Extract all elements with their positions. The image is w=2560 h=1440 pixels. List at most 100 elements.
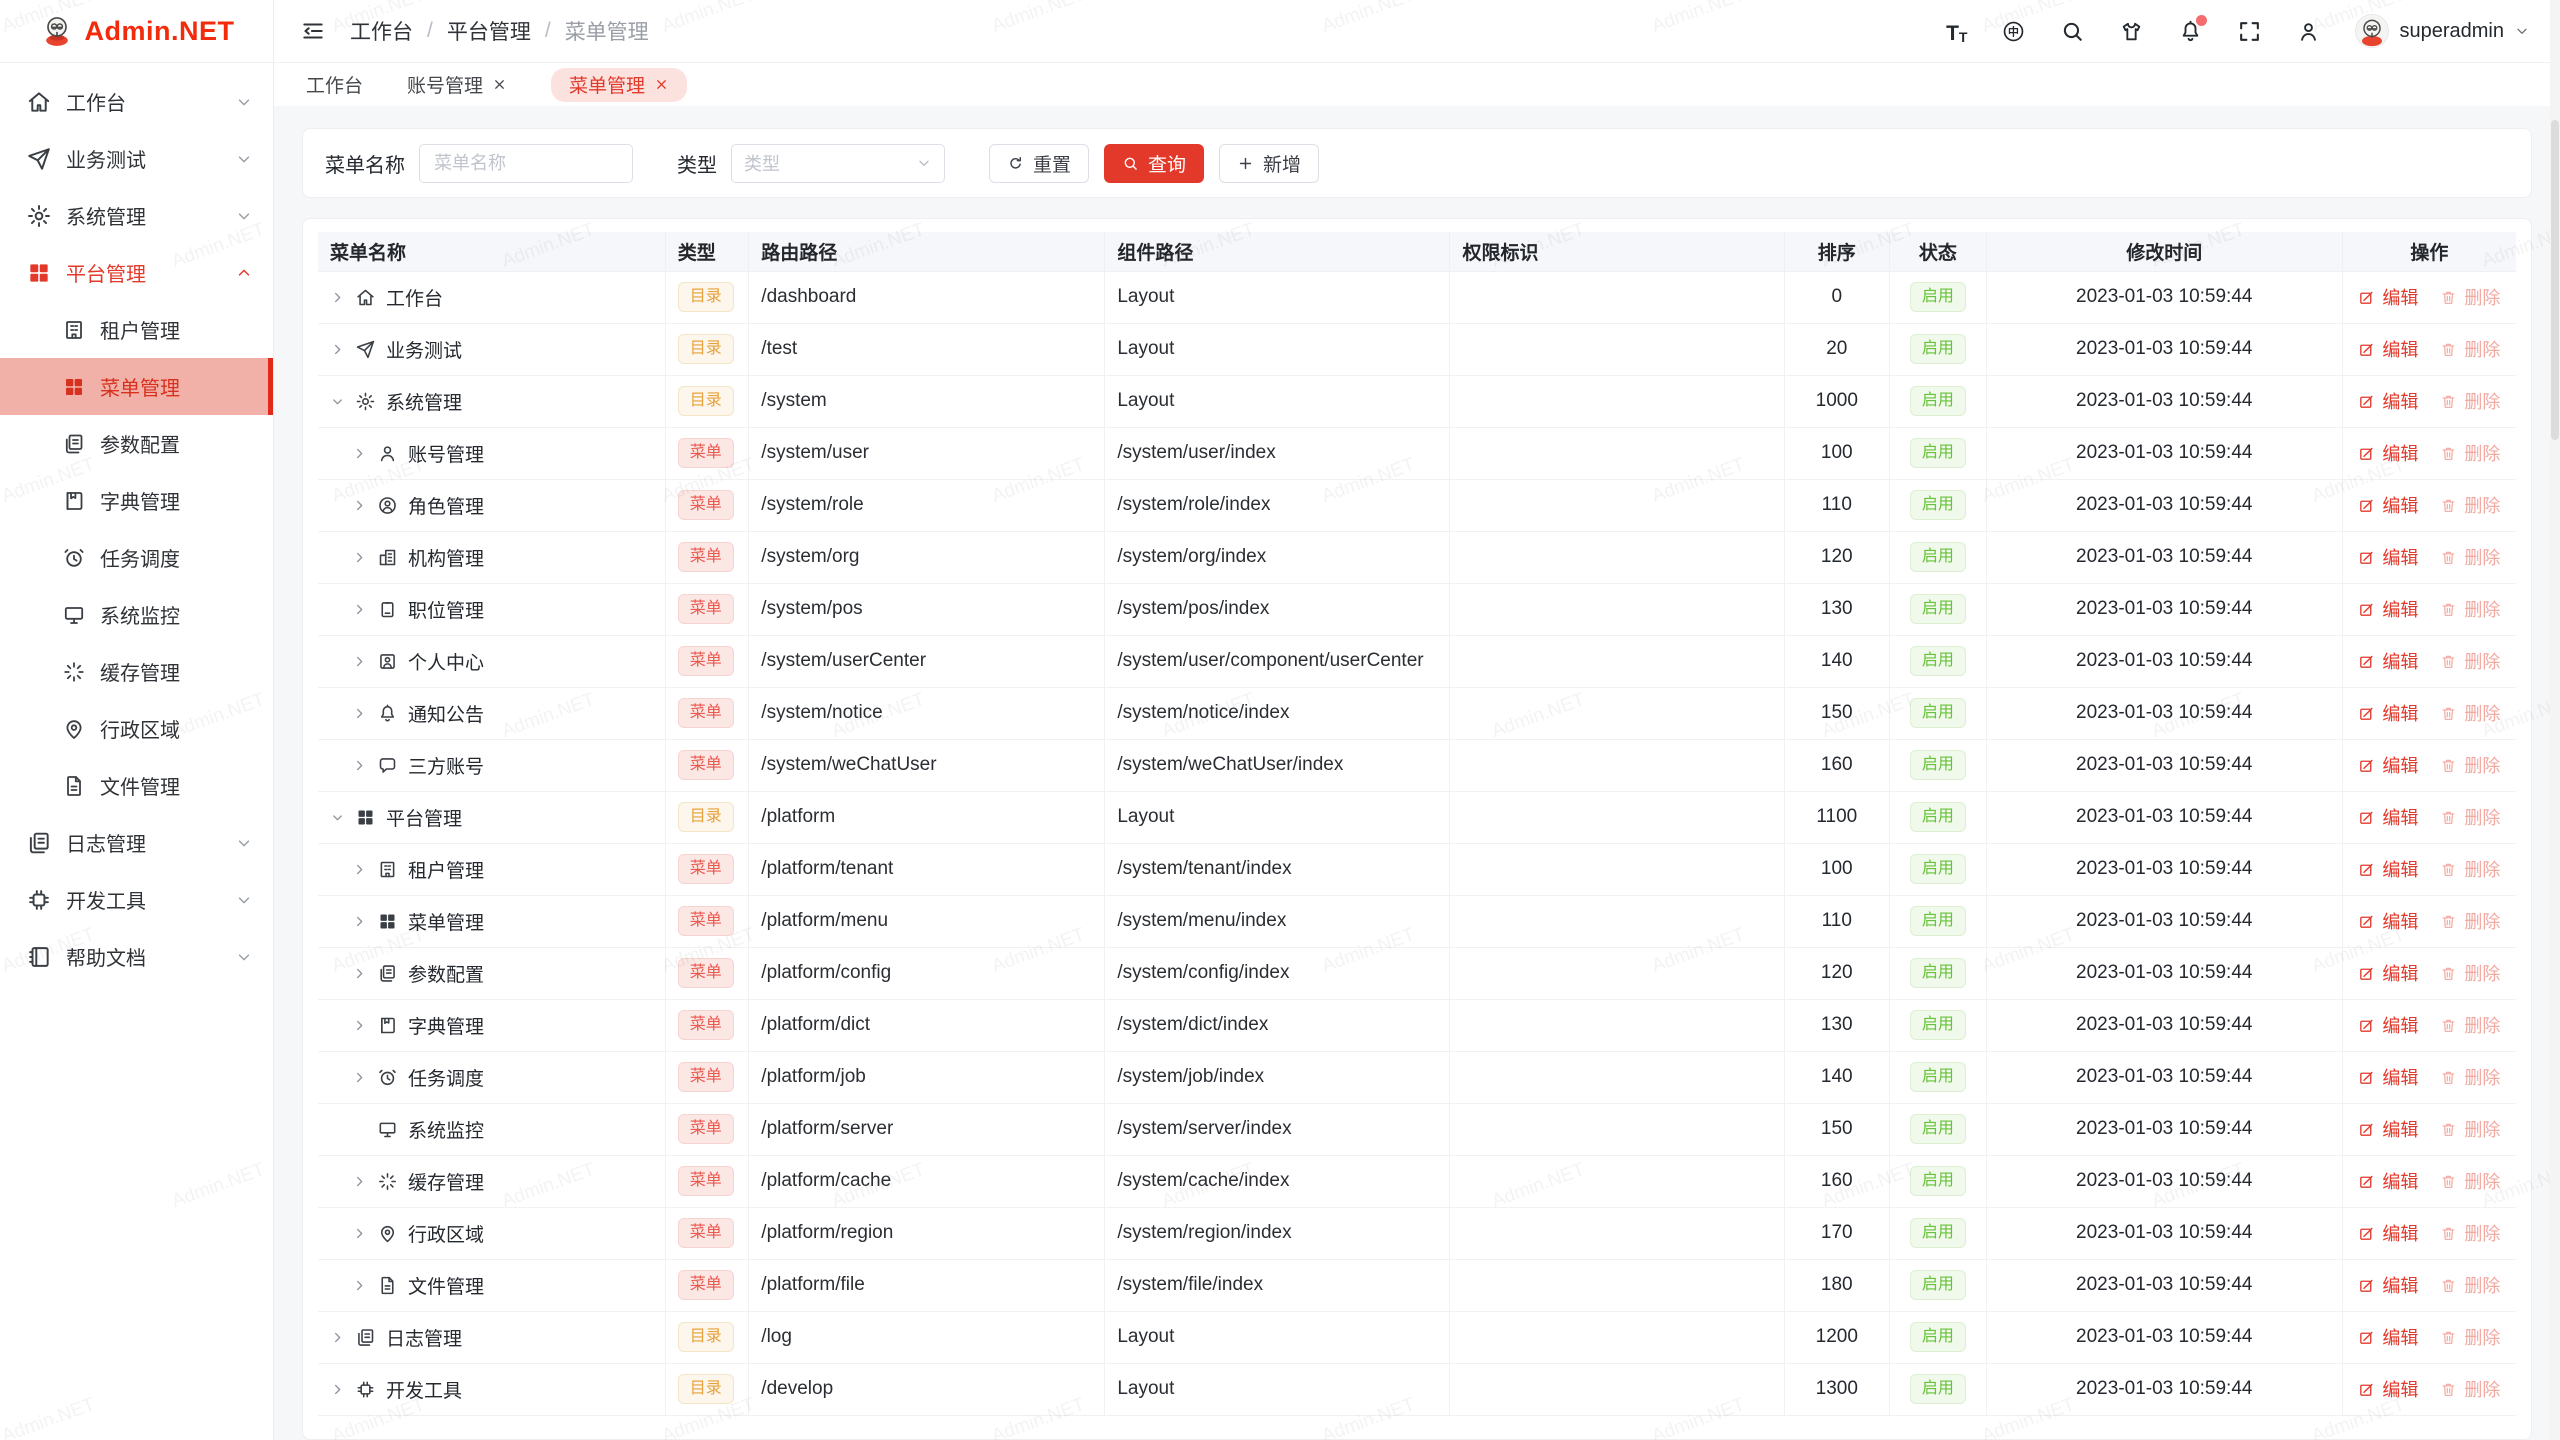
- chevron-right-icon[interactable]: [352, 758, 367, 773]
- fullscreen-icon[interactable]: [2237, 19, 2262, 44]
- edit-button[interactable]: 编辑: [2358, 336, 2418, 362]
- sidebar-subitem-文件管理[interactable]: 文件管理: [0, 757, 273, 814]
- delete-button[interactable]: 删除: [2440, 596, 2500, 622]
- breadcrumb-item[interactable]: 工作台: [350, 21, 413, 44]
- delete-button[interactable]: 删除: [2440, 544, 2500, 570]
- sidebar-subitem-字典管理[interactable]: 字典管理: [0, 472, 273, 529]
- reset-button[interactable]: 重置: [989, 143, 1090, 183]
- chevron-right-icon[interactable]: [352, 914, 367, 929]
- sidebar-item-5[interactable]: 开发工具: [0, 871, 273, 928]
- chevron-right-icon[interactable]: [352, 654, 367, 669]
- sidebar-subitem-系统监控[interactable]: 系统监控: [0, 586, 273, 643]
- chevron-right-icon[interactable]: [352, 446, 367, 461]
- chevron-right-icon[interactable]: [330, 1330, 345, 1345]
- sidebar-item-4[interactable]: 日志管理: [0, 814, 273, 871]
- chevron-right-icon[interactable]: [352, 1070, 367, 1085]
- close-icon[interactable]: [654, 77, 669, 92]
- sidebar-item-1[interactable]: 业务测试: [0, 130, 273, 187]
- delete-button[interactable]: 删除: [2440, 492, 2500, 518]
- sidebar-item-2[interactable]: 系统管理: [0, 187, 273, 244]
- delete-button[interactable]: 删除: [2440, 1116, 2500, 1142]
- delete-button[interactable]: 删除: [2440, 700, 2500, 726]
- sidebar-subitem-参数配置[interactable]: 参数配置: [0, 415, 273, 472]
- edit-button[interactable]: 编辑: [2358, 544, 2418, 570]
- delete-button[interactable]: 删除: [2440, 648, 2500, 674]
- delete-button[interactable]: 删除: [2440, 284, 2500, 310]
- edit-button[interactable]: 编辑: [2358, 648, 2418, 674]
- chevron-right-icon[interactable]: [352, 1018, 367, 1033]
- chevron-right-icon[interactable]: [330, 1382, 345, 1397]
- delete-button[interactable]: 删除: [2440, 388, 2500, 414]
- chevron-right-icon[interactable]: [352, 1226, 367, 1241]
- delete-button[interactable]: 删除: [2440, 908, 2500, 934]
- collapse-sidebar-icon[interactable]: [300, 18, 326, 44]
- delete-button[interactable]: 删除: [2440, 1272, 2500, 1298]
- edit-button[interactable]: 编辑: [2358, 960, 2418, 986]
- user-menu[interactable]: superadmin: [2355, 14, 2530, 48]
- edit-button[interactable]: 编辑: [2358, 1012, 2418, 1038]
- query-button[interactable]: 查询: [1104, 143, 1205, 183]
- scrollbar[interactable]: [2550, 0, 2560, 1440]
- edit-button[interactable]: 编辑: [2358, 1220, 2418, 1246]
- delete-button[interactable]: 删除: [2440, 1012, 2500, 1038]
- chevron-down-icon[interactable]: [330, 810, 345, 825]
- chevron-right-icon[interactable]: [330, 342, 345, 357]
- delete-button[interactable]: 删除: [2440, 440, 2500, 466]
- person-icon[interactable]: [2296, 19, 2321, 44]
- tab-菜单管理[interactable]: 菜单管理: [551, 67, 688, 102]
- sidebar-subitem-缓存管理[interactable]: 缓存管理: [0, 643, 273, 700]
- sidebar-subitem-行政区域[interactable]: 行政区域: [0, 700, 273, 757]
- edit-button[interactable]: 编辑: [2358, 284, 2418, 310]
- lang-icon[interactable]: 中: [2001, 19, 2026, 44]
- search-icon[interactable]: [2060, 19, 2085, 44]
- edit-button[interactable]: 编辑: [2358, 388, 2418, 414]
- type-select[interactable]: 类型: [731, 143, 945, 183]
- chevron-right-icon[interactable]: [352, 706, 367, 721]
- edit-button[interactable]: 编辑: [2358, 1324, 2418, 1350]
- sidebar-subitem-菜单管理[interactable]: 菜单管理: [0, 358, 273, 415]
- edit-button[interactable]: 编辑: [2358, 752, 2418, 778]
- delete-button[interactable]: 删除: [2440, 804, 2500, 830]
- edit-button[interactable]: 编辑: [2358, 1116, 2418, 1142]
- edit-button[interactable]: 编辑: [2358, 596, 2418, 622]
- edit-button[interactable]: 编辑: [2358, 856, 2418, 882]
- chevron-right-icon[interactable]: [352, 1278, 367, 1293]
- delete-button[interactable]: 删除: [2440, 856, 2500, 882]
- breadcrumb-item[interactable]: 平台管理: [446, 21, 531, 44]
- delete-button[interactable]: 删除: [2440, 1324, 2500, 1350]
- delete-button[interactable]: 删除: [2440, 1220, 2500, 1246]
- edit-button[interactable]: 编辑: [2358, 492, 2418, 518]
- edit-button[interactable]: 编辑: [2358, 1064, 2418, 1090]
- sidebar-subitem-任务调度[interactable]: 任务调度: [0, 529, 273, 586]
- chevron-right-icon[interactable]: [352, 1174, 367, 1189]
- tab-工作台[interactable]: 工作台: [306, 68, 363, 102]
- delete-button[interactable]: 删除: [2440, 336, 2500, 362]
- delete-button[interactable]: 删除: [2440, 752, 2500, 778]
- menu-name-input[interactable]: [419, 143, 633, 183]
- chevron-right-icon[interactable]: [352, 602, 367, 617]
- edit-button[interactable]: 编辑: [2358, 700, 2418, 726]
- sidebar-item-3[interactable]: 平台管理: [0, 244, 273, 301]
- bell-icon[interactable]: [2178, 14, 2208, 44]
- scrollbar-thumb[interactable]: [2551, 120, 2559, 440]
- delete-button[interactable]: 删除: [2440, 960, 2500, 986]
- chevron-right-icon[interactable]: [352, 862, 367, 877]
- chevron-right-icon[interactable]: [352, 966, 367, 981]
- sidebar-item-6[interactable]: 帮助文档: [0, 928, 273, 985]
- chevron-right-icon[interactable]: [352, 550, 367, 565]
- chevron-down-icon[interactable]: [330, 394, 345, 409]
- edit-button[interactable]: 编辑: [2358, 908, 2418, 934]
- chevron-right-icon[interactable]: [330, 290, 345, 305]
- edit-button[interactable]: 编辑: [2358, 1272, 2418, 1298]
- add-button[interactable]: 新增: [1219, 143, 1320, 183]
- tab-账号管理[interactable]: 账号管理: [407, 68, 507, 102]
- edit-button[interactable]: 编辑: [2358, 1168, 2418, 1194]
- chevron-right-icon[interactable]: [352, 498, 367, 513]
- edit-button[interactable]: 编辑: [2358, 804, 2418, 830]
- theme-icon[interactable]: [2119, 19, 2144, 44]
- edit-button[interactable]: 编辑: [2358, 440, 2418, 466]
- close-icon[interactable]: [492, 77, 507, 92]
- delete-button[interactable]: 删除: [2440, 1376, 2500, 1402]
- sidebar-subitem-租户管理[interactable]: 租户管理: [0, 301, 273, 358]
